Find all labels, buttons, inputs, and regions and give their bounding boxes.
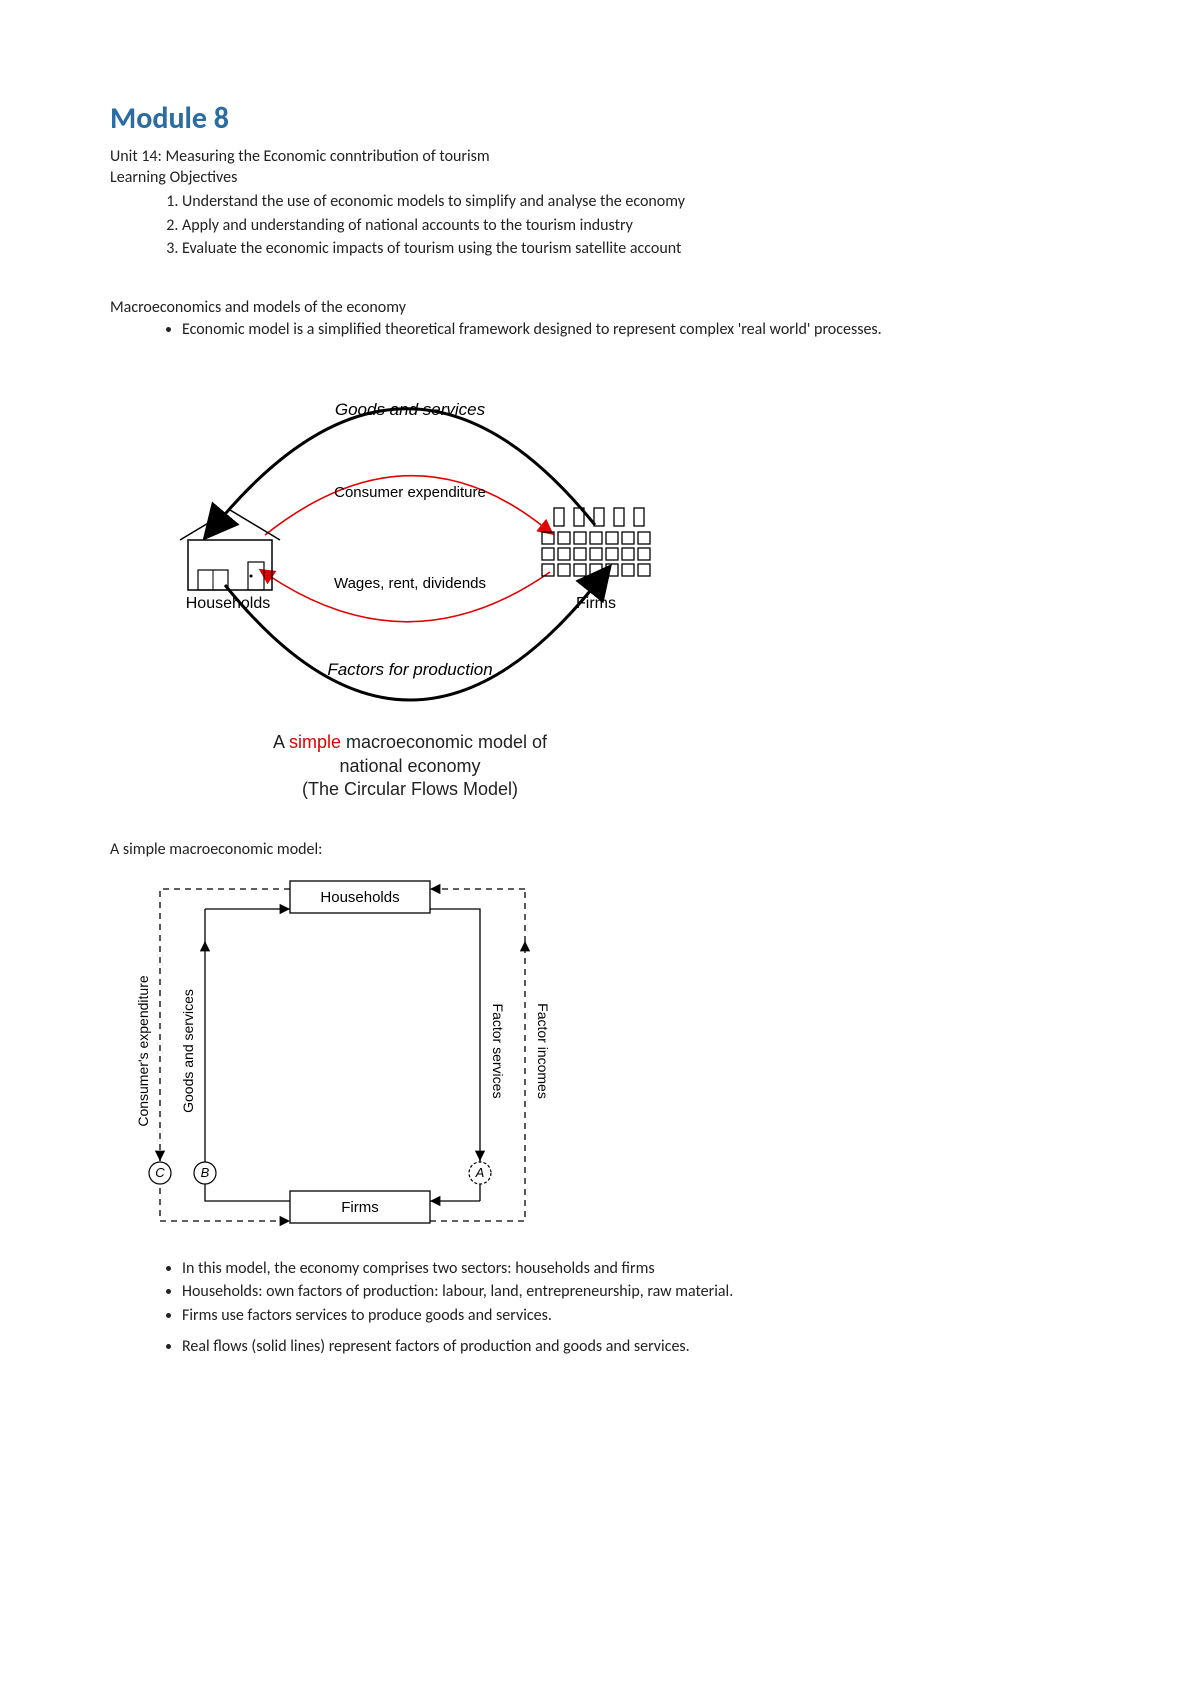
list-item: Economic model is a simplified theoretic… — [182, 319, 1090, 341]
list-item: Real flows (solid lines) represent facto… — [182, 1336, 1090, 1358]
list-item: Households: own factors of production: l… — [182, 1281, 1090, 1303]
page: Module 8 Unit 14: Measuring the Economic… — [0, 0, 1200, 1698]
caption-text: macroeconomic model of — [341, 732, 547, 752]
list-item: In this model, the economy comprises two… — [182, 1258, 1090, 1280]
label-consumer-expenditure: Consumer expenditure — [334, 484, 486, 501]
caption-text: (The Circular Flows Model) — [302, 779, 518, 799]
list-item: Understand the use of economic models to… — [182, 191, 1090, 213]
caption-red-word: simple — [289, 732, 341, 752]
sub-heading: A simple macroeconomic model: — [110, 840, 1090, 859]
households-box-label: Households — [320, 889, 399, 906]
section-heading: Macroeconomics and models of the economy — [110, 298, 1090, 317]
diagram1-svg: Goods and services Consumer expenditure … — [150, 350, 670, 720]
firms-box-label: Firms — [341, 1199, 379, 1216]
label-factor-services-v: Factor services — [490, 1003, 506, 1098]
learning-objectives-heading: Learning Objectives — [110, 168, 1090, 187]
diagram1-caption: A simple macroeconomic model of national… — [150, 731, 670, 801]
label-goods-services-v: Goods and services — [180, 989, 196, 1113]
list-item: Apply and understanding of national acco… — [182, 215, 1090, 237]
unit-line: Unit 14: Measuring the Economic conntrib… — [110, 147, 1090, 166]
rectangular-flows-diagram: Households Firms — [110, 861, 570, 1246]
firms-node: Firms — [542, 508, 650, 612]
section2-bullets-b: Real flows (solid lines) represent facto… — [110, 1336, 1090, 1358]
households-node: Households — [180, 510, 280, 612]
label-wages-rent-dividends: Wages, rent, dividends — [334, 575, 486, 592]
section1-bullets: Economic model is a simplified theoretic… — [110, 319, 1090, 341]
module-title: Module 8 — [110, 100, 1090, 137]
marker-c: C — [155, 1165, 165, 1180]
section2-bullets-a: In this model, the economy comprises two… — [110, 1258, 1090, 1327]
diagram2-svg: Households Firms — [110, 861, 570, 1241]
households-label: Households — [186, 595, 271, 612]
firms-label: Firms — [576, 595, 616, 612]
label-consumer-expenditure-v: Consumer's expenditure — [135, 975, 151, 1127]
label-factors-production: Factors for production — [327, 660, 492, 679]
label-goods-services: Goods and services — [335, 400, 486, 419]
marker-a: A — [475, 1165, 485, 1180]
marker-b: B — [201, 1165, 210, 1180]
learning-objectives-list: Understand the use of economic models to… — [110, 191, 1090, 260]
caption-text: A — [273, 732, 289, 752]
list-item: Evaluate the economic impacts of tourism… — [182, 238, 1090, 260]
list-item: Firms use factors services to produce go… — [182, 1305, 1090, 1327]
circular-flows-diagram: Goods and services Consumer expenditure … — [150, 350, 670, 801]
label-factor-incomes-v: Factor incomes — [535, 1003, 551, 1099]
caption-text: national economy — [339, 756, 480, 776]
